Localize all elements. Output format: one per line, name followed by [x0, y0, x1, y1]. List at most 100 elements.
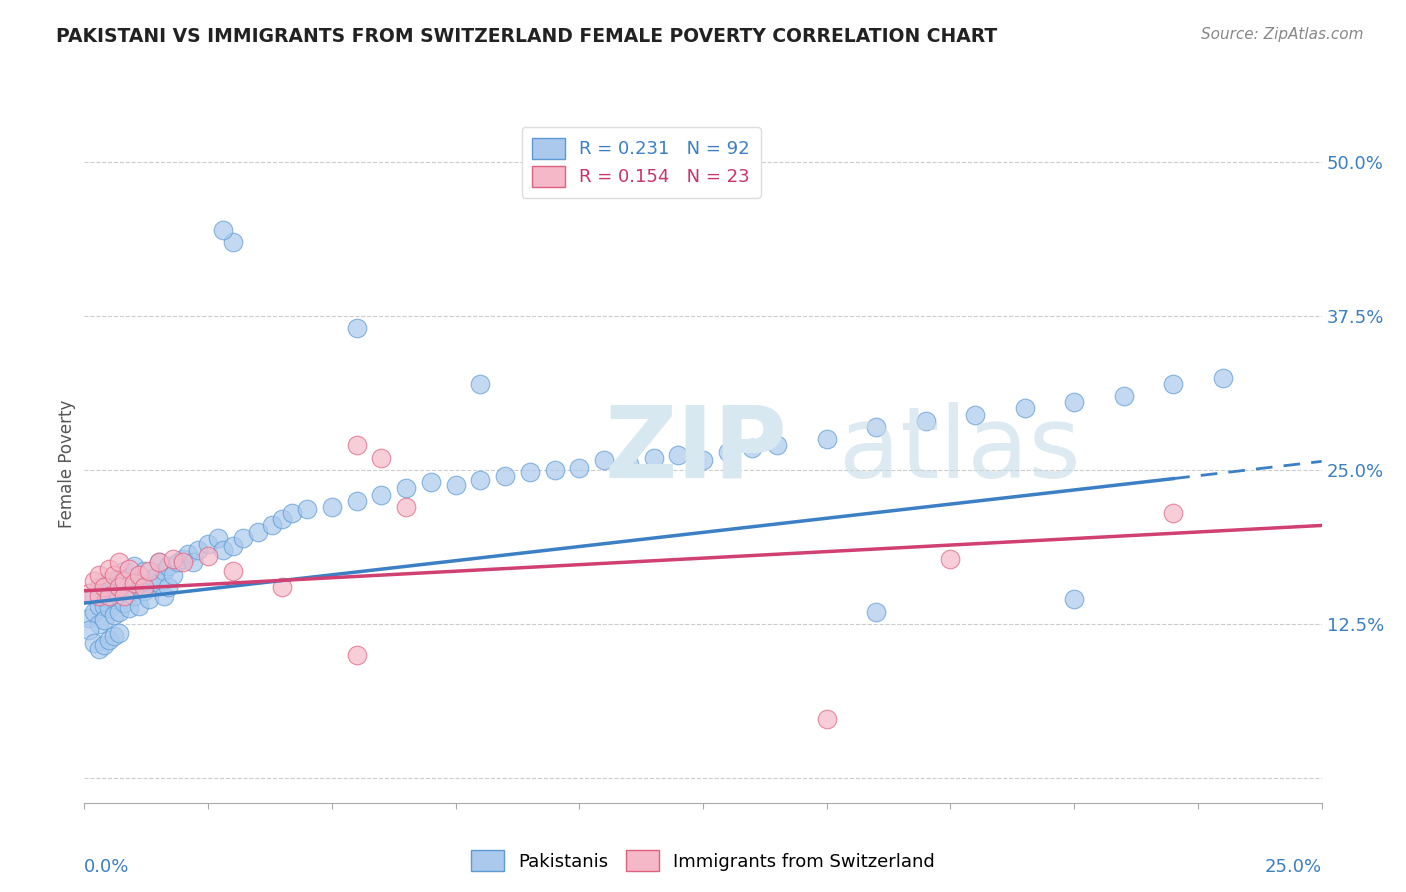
Point — [617, 457, 640, 471]
Text: 0.0%: 0.0% — [84, 858, 129, 876]
Point — [815, 712, 838, 726]
Point — [89, 589, 111, 603]
Point — [212, 222, 235, 236]
Point — [815, 432, 838, 446]
Point — [93, 580, 115, 594]
Point — [122, 589, 145, 603]
Point — [692, 453, 714, 467]
Point — [148, 576, 170, 591]
Point — [965, 408, 987, 422]
Point — [132, 564, 155, 578]
Point — [132, 583, 155, 598]
Point — [262, 518, 284, 533]
Point — [128, 599, 150, 613]
Legend: Pakistanis, Immigrants from Switzerland: Pakistanis, Immigrants from Switzerland — [464, 843, 942, 879]
Point — [128, 567, 150, 582]
Point — [197, 537, 219, 551]
Text: PAKISTANI VS IMMIGRANTS FROM SWITZERLAND FEMALE POVERTY CORRELATION CHART: PAKISTANI VS IMMIGRANTS FROM SWITZERLAND… — [56, 27, 997, 45]
Point — [79, 586, 101, 600]
Point — [207, 531, 229, 545]
Point — [271, 580, 294, 594]
Point — [346, 321, 368, 335]
Point — [122, 559, 145, 574]
Point — [197, 549, 219, 564]
Point — [103, 567, 125, 582]
Text: ZIP: ZIP — [605, 401, 787, 499]
Point — [1212, 370, 1234, 384]
Point — [1161, 376, 1184, 391]
Point — [395, 482, 418, 496]
Point — [157, 559, 180, 574]
Point — [89, 617, 111, 632]
Point — [568, 460, 591, 475]
Point — [83, 589, 105, 603]
Point — [108, 589, 131, 603]
Point — [717, 444, 740, 458]
Point — [177, 547, 200, 561]
Point — [419, 475, 441, 490]
Point — [643, 450, 665, 465]
Point — [98, 561, 121, 575]
Point — [83, 635, 105, 649]
Point — [281, 506, 304, 520]
Point — [172, 556, 194, 570]
Point — [370, 450, 392, 465]
Point — [112, 564, 135, 578]
Point — [98, 601, 121, 615]
Point — [766, 438, 789, 452]
Point — [395, 500, 418, 514]
Point — [271, 512, 294, 526]
Point — [370, 488, 392, 502]
Point — [98, 633, 121, 648]
Point — [148, 556, 170, 570]
Point — [246, 524, 269, 539]
Point — [346, 438, 368, 452]
Point — [118, 586, 141, 600]
Point — [132, 580, 155, 594]
Point — [519, 466, 541, 480]
Point — [108, 556, 131, 570]
Point — [118, 572, 141, 586]
Point — [108, 605, 131, 619]
Point — [167, 556, 190, 570]
Legend: R = 0.231   N = 92, R = 0.154   N = 23: R = 0.231 N = 92, R = 0.154 N = 23 — [522, 128, 761, 198]
Point — [103, 576, 125, 591]
Point — [1014, 401, 1036, 416]
Point — [152, 564, 174, 578]
Point — [222, 235, 245, 249]
Point — [83, 574, 105, 588]
Point — [162, 567, 184, 582]
Point — [187, 543, 209, 558]
Point — [103, 592, 125, 607]
Point — [543, 463, 565, 477]
Point — [79, 611, 101, 625]
Point — [470, 376, 492, 391]
Point — [112, 596, 135, 610]
Point — [865, 605, 887, 619]
Point — [138, 592, 160, 607]
Point — [741, 441, 763, 455]
Point — [1112, 389, 1135, 403]
Point — [157, 580, 180, 594]
Point — [89, 567, 111, 582]
Point — [346, 648, 368, 662]
Point — [666, 448, 689, 462]
Point — [593, 453, 616, 467]
Point — [112, 574, 135, 588]
Point — [128, 580, 150, 594]
Point — [93, 586, 115, 600]
Point — [89, 641, 111, 656]
Point — [1063, 395, 1085, 409]
Point — [89, 599, 111, 613]
Point — [98, 574, 121, 588]
Point — [122, 576, 145, 591]
Point — [152, 589, 174, 603]
Point — [162, 551, 184, 566]
Point — [108, 572, 131, 586]
Point — [172, 551, 194, 566]
Point — [118, 601, 141, 615]
Point — [83, 605, 105, 619]
Point — [295, 502, 318, 516]
Point — [103, 608, 125, 623]
Point — [939, 551, 962, 566]
